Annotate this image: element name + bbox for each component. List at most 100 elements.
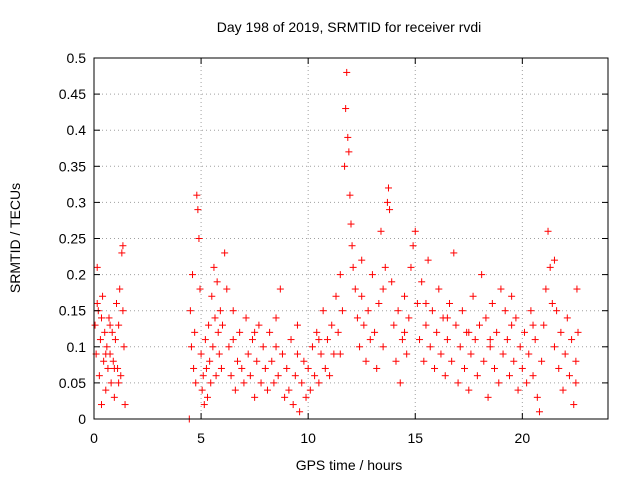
data-point [388, 278, 396, 286]
data-point [338, 307, 346, 315]
y-tick-label: 0.25 [59, 231, 86, 247]
data-point [373, 364, 381, 372]
data-point [336, 271, 344, 279]
data-point [196, 285, 204, 293]
y-tick-label: 0 [78, 411, 86, 427]
data-point [392, 357, 400, 365]
data-point [446, 299, 454, 307]
data-point [281, 393, 289, 401]
data-point [210, 263, 218, 271]
y-tick-label: 0.5 [67, 50, 87, 66]
data-point [336, 350, 344, 358]
data-point [448, 357, 456, 365]
data-point [205, 321, 213, 329]
data-point [315, 379, 323, 387]
data-point [261, 364, 269, 372]
data-point [263, 386, 271, 394]
data-point [413, 299, 421, 307]
data-point [189, 271, 197, 279]
data-point [512, 314, 520, 322]
data-point [377, 227, 385, 235]
data-point [199, 372, 207, 380]
data-point [514, 386, 522, 394]
data-point [480, 357, 488, 365]
data-point [368, 271, 376, 279]
data-point [215, 350, 223, 358]
data-point [229, 307, 237, 315]
data-point [103, 343, 111, 351]
data-point [202, 364, 210, 372]
data-point [319, 307, 327, 315]
data-point [102, 386, 110, 394]
data-point [246, 372, 254, 380]
data-point [109, 357, 117, 365]
data-point [229, 336, 237, 344]
data-point [214, 328, 222, 336]
data-point [538, 357, 546, 365]
data-point [97, 401, 105, 409]
data-point [298, 379, 306, 387]
data-point [424, 256, 432, 264]
axis-ticks: 0 0.05 0.1 0.15 0.2 0.25 0.3 0.35 0.4 0.45 0.5 0 5 10… [59, 50, 608, 446]
data-point [348, 242, 356, 250]
data-point [344, 133, 352, 141]
data-point [118, 249, 126, 257]
data-point [493, 328, 501, 336]
data-point [240, 379, 248, 387]
data-point [409, 242, 417, 250]
data-point [306, 386, 314, 394]
chart-title: Day 198 of 2019, SRMTID for receiver rvd… [217, 19, 482, 35]
data-point [570, 401, 578, 409]
data-point [242, 314, 250, 322]
data-point [437, 350, 445, 358]
grid-lines [94, 58, 608, 419]
data-point [527, 307, 535, 315]
data-point [398, 336, 406, 344]
data-point [302, 393, 310, 401]
data-point [499, 350, 507, 358]
x-tick-label: 5 [197, 430, 205, 446]
data-point [119, 307, 127, 315]
y-tick-label: 0.45 [59, 86, 86, 102]
data-point [108, 328, 116, 336]
data-point [529, 372, 537, 380]
data-point [101, 328, 109, 336]
data-point [525, 350, 533, 358]
data-point [223, 285, 231, 293]
data-point [356, 343, 364, 351]
data-point [443, 336, 451, 344]
data-point [371, 328, 379, 336]
data-point [486, 336, 494, 344]
data-point [546, 263, 554, 271]
data-point [110, 393, 118, 401]
y-tick-label: 0.35 [59, 158, 86, 174]
data-point [278, 350, 286, 358]
data-point [268, 357, 276, 365]
data-point [208, 292, 216, 300]
data-point [206, 357, 214, 365]
data-point [379, 343, 387, 351]
data-point [529, 321, 537, 329]
x-tick-label: 10 [300, 430, 316, 446]
data-point [317, 350, 325, 358]
data-point [107, 379, 115, 387]
data-point [360, 321, 368, 329]
data-point [236, 328, 244, 336]
data-point [106, 321, 114, 329]
data-point [251, 328, 259, 336]
data-point [293, 321, 301, 329]
data-point [450, 249, 458, 257]
data-point [253, 357, 261, 365]
data-point [518, 364, 526, 372]
data-point [276, 285, 284, 293]
data-point [351, 285, 359, 293]
data-point [553, 307, 561, 315]
data-point [115, 379, 123, 387]
data-point [452, 321, 460, 329]
data-point [209, 343, 217, 351]
data-point [93, 299, 101, 307]
data-point [443, 314, 451, 322]
data-point [343, 68, 351, 76]
data-point [488, 299, 496, 307]
data-point [332, 292, 340, 300]
